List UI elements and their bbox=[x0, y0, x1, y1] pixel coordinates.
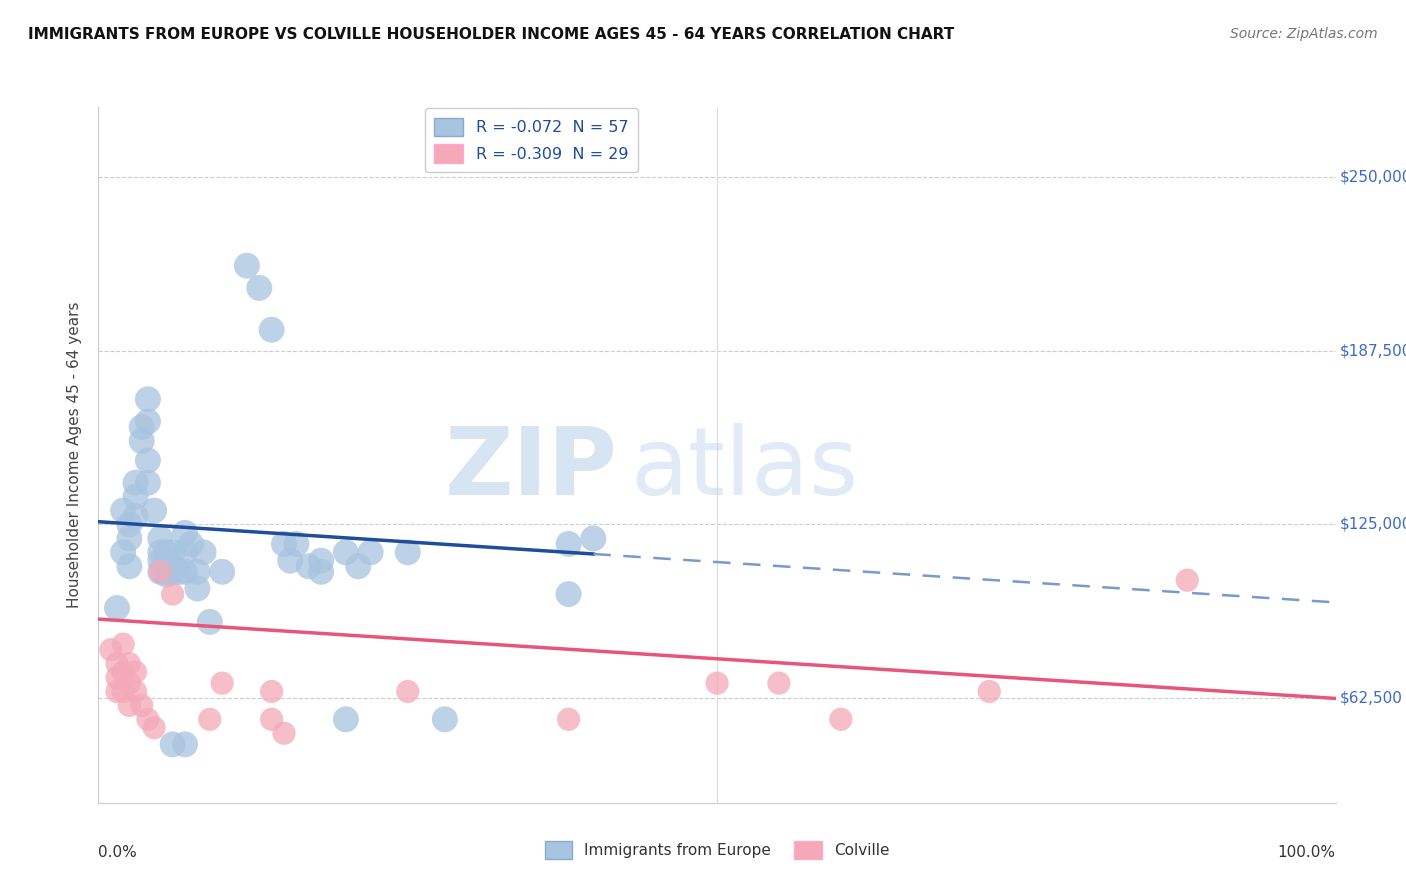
Point bbox=[273, 537, 295, 551]
Point bbox=[112, 665, 135, 679]
Point bbox=[149, 554, 172, 568]
Point bbox=[155, 565, 177, 579]
Point bbox=[136, 392, 159, 407]
Point bbox=[118, 517, 141, 532]
Point bbox=[149, 565, 172, 579]
Point bbox=[211, 565, 233, 579]
Point bbox=[162, 559, 184, 574]
Point bbox=[174, 565, 197, 579]
Point bbox=[557, 587, 579, 601]
Point bbox=[149, 532, 172, 546]
Point bbox=[273, 726, 295, 740]
Point bbox=[298, 559, 321, 574]
Point bbox=[131, 434, 153, 448]
Point bbox=[830, 712, 852, 726]
Point bbox=[124, 475, 146, 490]
Point bbox=[136, 475, 159, 490]
Point bbox=[118, 559, 141, 574]
Point bbox=[155, 559, 177, 574]
Point bbox=[112, 637, 135, 651]
Y-axis label: Householder Income Ages 45 - 64 years: Householder Income Ages 45 - 64 years bbox=[67, 301, 83, 608]
Text: $250,000: $250,000 bbox=[1340, 169, 1406, 184]
Point bbox=[360, 545, 382, 559]
Text: 0.0%: 0.0% bbox=[98, 845, 138, 860]
Point bbox=[198, 712, 221, 726]
Point bbox=[433, 712, 456, 726]
Point bbox=[260, 712, 283, 726]
Point bbox=[105, 601, 128, 615]
Point bbox=[162, 565, 184, 579]
Point bbox=[174, 525, 197, 540]
Point bbox=[155, 545, 177, 559]
Point bbox=[557, 537, 579, 551]
Point bbox=[136, 415, 159, 429]
Point bbox=[979, 684, 1001, 698]
Point bbox=[180, 537, 202, 551]
Text: $125,000: $125,000 bbox=[1340, 517, 1406, 532]
Point bbox=[136, 453, 159, 467]
Text: 100.0%: 100.0% bbox=[1278, 845, 1336, 860]
Point bbox=[396, 545, 419, 559]
Point bbox=[582, 532, 605, 546]
Point bbox=[335, 712, 357, 726]
Point bbox=[174, 737, 197, 751]
Point bbox=[285, 537, 308, 551]
Point bbox=[118, 698, 141, 713]
Point bbox=[149, 545, 172, 559]
Point bbox=[1175, 573, 1198, 587]
Point bbox=[118, 532, 141, 546]
Point bbox=[105, 684, 128, 698]
Point bbox=[211, 676, 233, 690]
Point bbox=[149, 565, 172, 579]
Point bbox=[260, 684, 283, 698]
Point bbox=[162, 737, 184, 751]
Point bbox=[143, 721, 166, 735]
Point bbox=[118, 657, 141, 671]
Point bbox=[112, 545, 135, 559]
Point bbox=[198, 615, 221, 629]
Point bbox=[236, 259, 259, 273]
Point bbox=[131, 698, 153, 713]
Point bbox=[124, 684, 146, 698]
Point bbox=[260, 323, 283, 337]
Text: Source: ZipAtlas.com: Source: ZipAtlas.com bbox=[1230, 27, 1378, 41]
Point bbox=[112, 503, 135, 517]
Point bbox=[278, 554, 301, 568]
Text: $62,500: $62,500 bbox=[1340, 691, 1402, 706]
Point bbox=[167, 565, 190, 579]
Point bbox=[557, 712, 579, 726]
Point bbox=[100, 642, 122, 657]
Point bbox=[124, 665, 146, 679]
Point bbox=[105, 671, 128, 685]
Point bbox=[309, 554, 332, 568]
Point bbox=[124, 509, 146, 524]
Point bbox=[155, 567, 177, 582]
Point bbox=[247, 281, 270, 295]
Point bbox=[124, 490, 146, 504]
Point bbox=[193, 545, 215, 559]
Text: IMMIGRANTS FROM EUROPE VS COLVILLE HOUSEHOLDER INCOME AGES 45 - 64 YEARS CORRELA: IMMIGRANTS FROM EUROPE VS COLVILLE HOUSE… bbox=[28, 27, 955, 42]
Point bbox=[118, 676, 141, 690]
Point bbox=[105, 657, 128, 671]
Point bbox=[174, 545, 197, 559]
Point bbox=[186, 565, 208, 579]
Point bbox=[162, 545, 184, 559]
Point bbox=[396, 684, 419, 698]
Point bbox=[143, 503, 166, 517]
Text: $187,500: $187,500 bbox=[1340, 343, 1406, 358]
Point bbox=[309, 565, 332, 579]
Text: atlas: atlas bbox=[630, 423, 859, 515]
Point bbox=[131, 420, 153, 434]
Point bbox=[706, 676, 728, 690]
Point bbox=[347, 559, 370, 574]
Point bbox=[136, 712, 159, 726]
Point bbox=[162, 587, 184, 601]
Text: ZIP: ZIP bbox=[446, 423, 619, 515]
Point bbox=[768, 676, 790, 690]
Point bbox=[112, 684, 135, 698]
Point bbox=[186, 582, 208, 596]
Legend: Immigrants from Europe, Colville: Immigrants from Europe, Colville bbox=[538, 835, 896, 864]
Point bbox=[335, 545, 357, 559]
